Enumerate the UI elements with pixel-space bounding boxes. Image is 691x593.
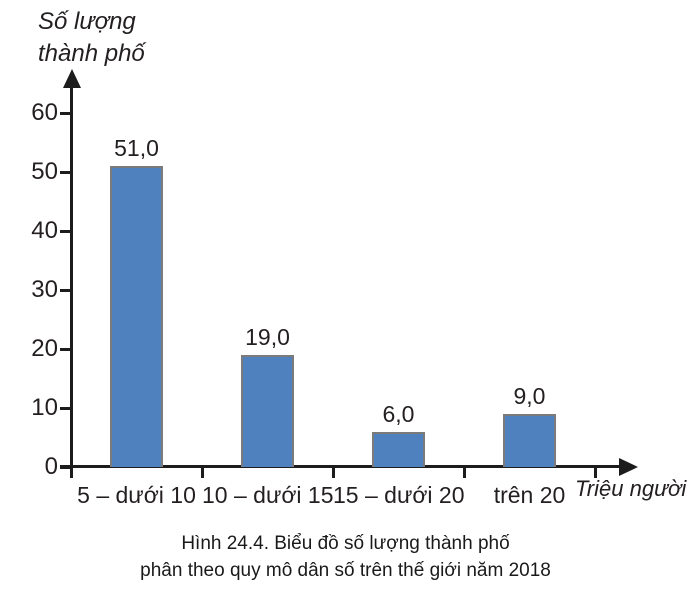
y-tick-label: 50 [31, 158, 58, 185]
bar-value-label: 9,0 [513, 383, 546, 409]
y-axis-tick [60, 407, 71, 410]
x-axis-arrow-icon [619, 458, 638, 476]
bar-value-label: 6,0 [382, 401, 415, 427]
bar [372, 432, 425, 467]
x-category-label: 5 – dưới 10 [77, 482, 196, 508]
x-category-label: 10 – dưới 15 [202, 482, 334, 508]
y-axis-title: Số lượng thành phố [38, 6, 145, 70]
y-axis-tick [60, 348, 71, 351]
y-tick-label: 20 [31, 335, 58, 362]
y-axis-tick [60, 171, 71, 174]
caption-line-1: Hình 24.4. Biểu đồ số lượng thành phố [181, 533, 510, 554]
y-axis-tick [60, 466, 71, 469]
x-category-label: 15 – dưới 20 [333, 482, 465, 508]
x-axis-line [60, 465, 622, 468]
y-axis-arrow-icon [63, 69, 81, 88]
y-tick-label: 40 [31, 217, 58, 244]
y-axis-tick [60, 112, 71, 115]
bar [503, 414, 556, 467]
y-tick-label: 30 [31, 276, 58, 303]
x-axis-tick [463, 467, 466, 478]
y-axis-line [70, 86, 73, 468]
y-tick-label: 60 [31, 99, 58, 126]
bar [241, 355, 294, 467]
x-axis-tick [332, 467, 335, 478]
figure-caption: Hình 24.4. Biểu đồ số lượng thành phố ph… [0, 530, 691, 584]
bar-value-label: 19,0 [245, 324, 290, 350]
y-tick-label: 0 [44, 453, 58, 480]
caption-line-2: phân theo quy mô dân số trên thế giới nă… [140, 560, 551, 581]
y-axis-tick [60, 289, 71, 292]
bar [110, 166, 163, 467]
x-axis-title: Triệu người [575, 476, 687, 501]
y-axis-title-line-2: thành phố [38, 40, 145, 67]
x-axis-tick [594, 467, 597, 478]
y-axis-title-line-1: Số lượng [38, 8, 136, 35]
x-axis-tick [70, 467, 73, 478]
y-tick-label: 10 [31, 394, 58, 421]
x-category-label: trên 20 [493, 482, 566, 508]
x-axis-tick [201, 467, 204, 478]
y-axis-tick [60, 230, 71, 233]
bar-value-label: 51,0 [114, 135, 159, 161]
